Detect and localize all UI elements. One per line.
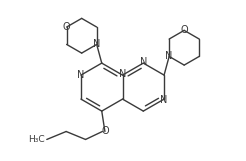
- Text: O: O: [102, 127, 109, 137]
- Text: N: N: [140, 57, 147, 67]
- Text: N: N: [166, 51, 173, 61]
- Text: O: O: [63, 22, 70, 32]
- Text: O: O: [180, 25, 188, 35]
- Text: N: N: [93, 39, 100, 49]
- Text: N: N: [119, 70, 126, 80]
- Text: N: N: [160, 95, 168, 105]
- Text: N: N: [77, 70, 85, 80]
- Text: H₃C: H₃C: [28, 135, 44, 144]
